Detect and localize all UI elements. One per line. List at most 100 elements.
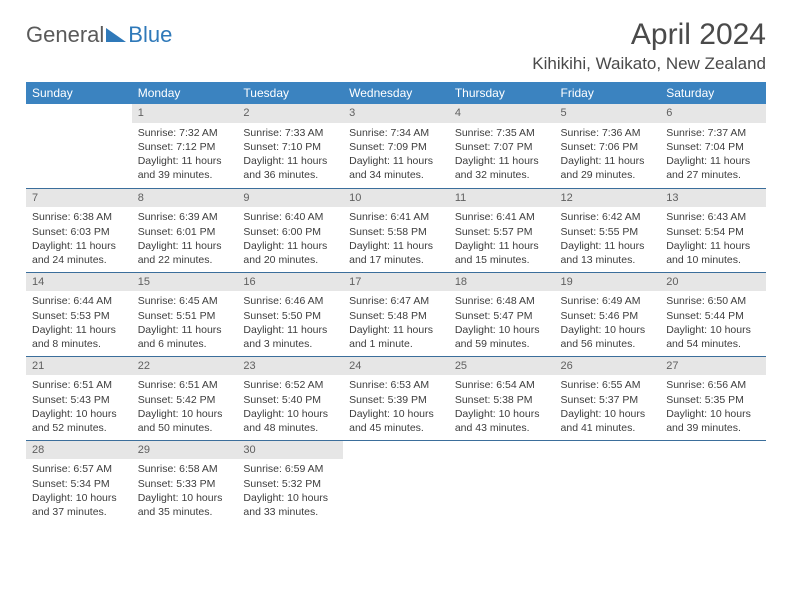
daylight-text: and 27 minutes. — [666, 168, 760, 182]
daylight-text: Daylight: 11 hours — [561, 239, 655, 253]
daylight-text: Daylight: 11 hours — [138, 154, 232, 168]
sunrise-text: Sunrise: 7:36 AM — [561, 126, 655, 140]
daylight-text: Daylight: 10 hours — [349, 407, 443, 421]
daylight-text: and 20 minutes. — [243, 253, 337, 267]
calendar-row: 21Sunrise: 6:51 AMSunset: 5:43 PMDayligh… — [26, 356, 766, 440]
sunset-text: Sunset: 5:34 PM — [32, 477, 126, 491]
sunset-text: Sunset: 5:37 PM — [561, 393, 655, 407]
sunset-text: Sunset: 5:43 PM — [32, 393, 126, 407]
sunrise-text: Sunrise: 6:38 AM — [32, 210, 126, 224]
day-info: Sunrise: 6:38 AMSunset: 6:03 PMDaylight:… — [26, 207, 132, 271]
sunset-text: Sunset: 5:39 PM — [349, 393, 443, 407]
calendar-table: Sunday Monday Tuesday Wednesday Thursday… — [26, 82, 766, 524]
sunrise-text: Sunrise: 6:56 AM — [666, 378, 760, 392]
calendar-cell: 3Sunrise: 7:34 AMSunset: 7:09 PMDaylight… — [343, 104, 449, 188]
daylight-text: and 24 minutes. — [32, 253, 126, 267]
daylight-text: and 56 minutes. — [561, 337, 655, 351]
sunrise-text: Sunrise: 6:51 AM — [138, 378, 232, 392]
sunrise-text: Sunrise: 6:41 AM — [349, 210, 443, 224]
calendar-row: 14Sunrise: 6:44 AMSunset: 5:53 PMDayligh… — [26, 272, 766, 356]
sunset-text: Sunset: 5:57 PM — [455, 225, 549, 239]
day-header: Wednesday — [343, 82, 449, 104]
day-header-row: Sunday Monday Tuesday Wednesday Thursday… — [26, 82, 766, 104]
day-info: Sunrise: 6:48 AMSunset: 5:47 PMDaylight:… — [449, 291, 555, 355]
location-text: Kihikihi, Waikato, New Zealand — [532, 54, 766, 74]
logo: General Blue — [26, 22, 172, 48]
sunset-text: Sunset: 5:54 PM — [666, 225, 760, 239]
day-info: Sunrise: 6:40 AMSunset: 6:00 PMDaylight:… — [237, 207, 343, 271]
calendar-cell: 25Sunrise: 6:54 AMSunset: 5:38 PMDayligh… — [449, 356, 555, 440]
day-number: 7 — [26, 189, 132, 208]
header: General Blue April 2024 Kihikihi, Waikat… — [26, 18, 766, 74]
sunset-text: Sunset: 5:32 PM — [243, 477, 337, 491]
calendar-cell: 20Sunrise: 6:50 AMSunset: 5:44 PMDayligh… — [660, 272, 766, 356]
calendar-cell: 4Sunrise: 7:35 AMSunset: 7:07 PMDaylight… — [449, 104, 555, 188]
day-header: Monday — [132, 82, 238, 104]
calendar-cell: 7Sunrise: 6:38 AMSunset: 6:03 PMDaylight… — [26, 188, 132, 272]
daylight-text: Daylight: 11 hours — [138, 239, 232, 253]
sunset-text: Sunset: 5:46 PM — [561, 309, 655, 323]
sunset-text: Sunset: 5:38 PM — [455, 393, 549, 407]
sunset-text: Sunset: 5:33 PM — [138, 477, 232, 491]
sunset-text: Sunset: 5:47 PM — [455, 309, 549, 323]
calendar-cell: 12Sunrise: 6:42 AMSunset: 5:55 PMDayligh… — [555, 188, 661, 272]
sunrise-text: Sunrise: 6:44 AM — [32, 294, 126, 308]
sunrise-text: Sunrise: 6:45 AM — [138, 294, 232, 308]
day-number: 21 — [26, 357, 132, 376]
daylight-text: Daylight: 10 hours — [561, 407, 655, 421]
daylight-text: and 34 minutes. — [349, 168, 443, 182]
calendar-cell: 13Sunrise: 6:43 AMSunset: 5:54 PMDayligh… — [660, 188, 766, 272]
calendar-cell: 23Sunrise: 6:52 AMSunset: 5:40 PMDayligh… — [237, 356, 343, 440]
daylight-text: and 50 minutes. — [138, 421, 232, 435]
daylight-text: and 13 minutes. — [561, 253, 655, 267]
calendar-cell: 8Sunrise: 6:39 AMSunset: 6:01 PMDaylight… — [132, 188, 238, 272]
calendar-cell: 21Sunrise: 6:51 AMSunset: 5:43 PMDayligh… — [26, 356, 132, 440]
calendar-cell: 16Sunrise: 6:46 AMSunset: 5:50 PMDayligh… — [237, 272, 343, 356]
day-number: 13 — [660, 189, 766, 208]
sunrise-text: Sunrise: 6:51 AM — [32, 378, 126, 392]
daylight-text: Daylight: 11 hours — [666, 239, 760, 253]
daylight-text: and 41 minutes. — [561, 421, 655, 435]
calendar-row: 28Sunrise: 6:57 AMSunset: 5:34 PMDayligh… — [26, 440, 766, 524]
sunset-text: Sunset: 7:10 PM — [243, 140, 337, 154]
daylight-text: Daylight: 10 hours — [666, 407, 760, 421]
sunset-text: Sunset: 5:48 PM — [349, 309, 443, 323]
calendar-cell: 2Sunrise: 7:33 AMSunset: 7:10 PMDaylight… — [237, 104, 343, 188]
sunrise-text: Sunrise: 7:35 AM — [455, 126, 549, 140]
calendar-cell: 5Sunrise: 7:36 AMSunset: 7:06 PMDaylight… — [555, 104, 661, 188]
daylight-text: and 22 minutes. — [138, 253, 232, 267]
day-number: 25 — [449, 357, 555, 376]
sunrise-text: Sunrise: 6:40 AM — [243, 210, 337, 224]
calendar-cell: 27Sunrise: 6:56 AMSunset: 5:35 PMDayligh… — [660, 356, 766, 440]
daylight-text: Daylight: 10 hours — [32, 491, 126, 505]
calendar-cell: 22Sunrise: 6:51 AMSunset: 5:42 PMDayligh… — [132, 356, 238, 440]
title-block: April 2024 Kihikihi, Waikato, New Zealan… — [532, 18, 766, 74]
calendar-cell: 29Sunrise: 6:58 AMSunset: 5:33 PMDayligh… — [132, 440, 238, 524]
sunrise-text: Sunrise: 6:52 AM — [243, 378, 337, 392]
day-info: Sunrise: 6:51 AMSunset: 5:43 PMDaylight:… — [26, 375, 132, 439]
day-info: Sunrise: 6:53 AMSunset: 5:39 PMDaylight:… — [343, 375, 449, 439]
daylight-text: and 1 minute. — [349, 337, 443, 351]
daylight-text: and 45 minutes. — [349, 421, 443, 435]
sunset-text: Sunset: 5:58 PM — [349, 225, 443, 239]
day-header: Friday — [555, 82, 661, 104]
day-info: Sunrise: 6:56 AMSunset: 5:35 PMDaylight:… — [660, 375, 766, 439]
daylight-text: Daylight: 11 hours — [243, 154, 337, 168]
day-number: 1 — [132, 104, 238, 123]
day-number: 24 — [343, 357, 449, 376]
day-number: 4 — [449, 104, 555, 123]
day-number: 5 — [555, 104, 661, 123]
day-info: Sunrise: 7:34 AMSunset: 7:09 PMDaylight:… — [343, 123, 449, 187]
day-number: 23 — [237, 357, 343, 376]
daylight-text: and 43 minutes. — [455, 421, 549, 435]
day-number: 29 — [132, 441, 238, 460]
daylight-text: Daylight: 10 hours — [32, 407, 126, 421]
calendar-cell: 10Sunrise: 6:41 AMSunset: 5:58 PMDayligh… — [343, 188, 449, 272]
sunset-text: Sunset: 7:04 PM — [666, 140, 760, 154]
day-header: Saturday — [660, 82, 766, 104]
daylight-text: and 35 minutes. — [138, 505, 232, 519]
daylight-text: and 48 minutes. — [243, 421, 337, 435]
sunrise-text: Sunrise: 6:48 AM — [455, 294, 549, 308]
daylight-text: and 6 minutes. — [138, 337, 232, 351]
day-info: Sunrise: 6:43 AMSunset: 5:54 PMDaylight:… — [660, 207, 766, 271]
